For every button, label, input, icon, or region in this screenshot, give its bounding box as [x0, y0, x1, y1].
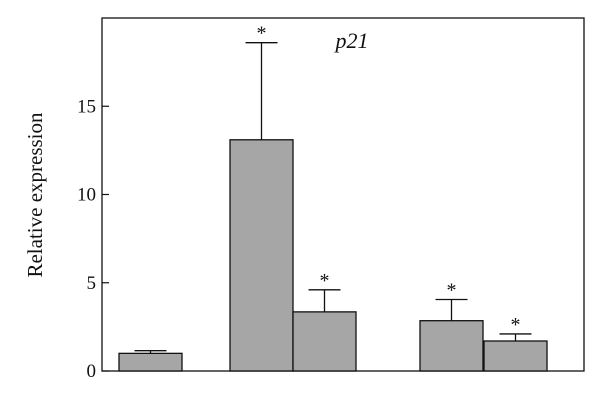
chart-title: p21 [334, 28, 369, 53]
significance-marker: * [447, 280, 457, 302]
y-tick-label: 5 [87, 273, 97, 294]
bar [292, 311, 357, 372]
bar [229, 139, 294, 372]
bar [118, 352, 183, 372]
y-tick-label: 10 [77, 185, 96, 206]
bar [419, 320, 484, 372]
y-tick-label: 0 [87, 361, 97, 382]
y-tick-label: 15 [77, 96, 96, 117]
significance-marker: * [511, 314, 521, 336]
bars: * * * * [118, 23, 548, 372]
significance-marker: * [320, 270, 330, 292]
y-axis-label: Relative expression [23, 112, 47, 278]
significance-marker: * [257, 23, 267, 45]
bar [483, 340, 548, 372]
